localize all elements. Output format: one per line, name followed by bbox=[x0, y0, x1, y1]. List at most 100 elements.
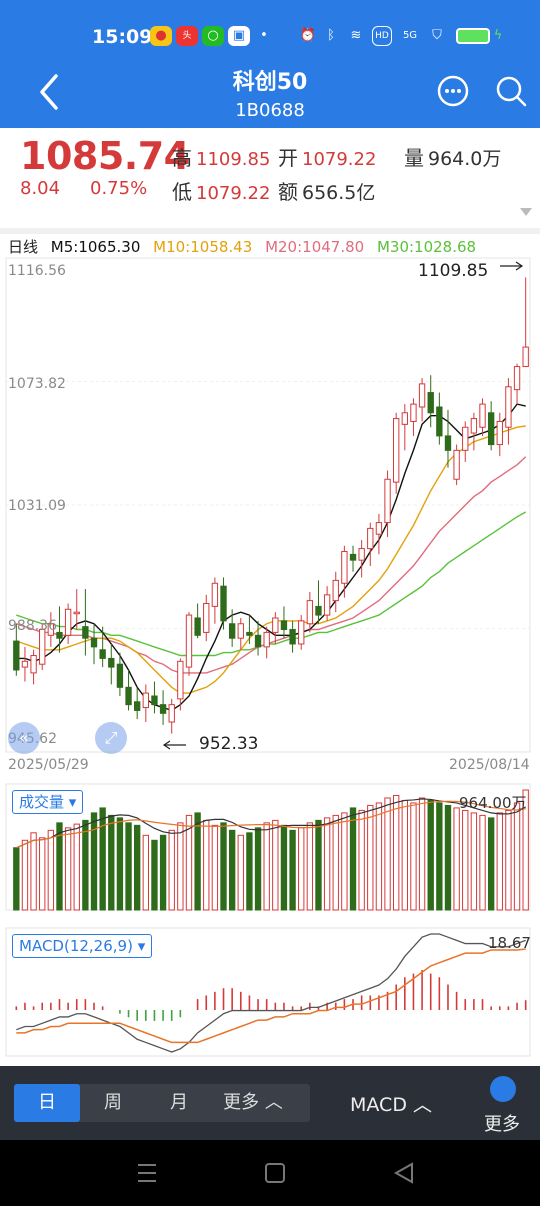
high-field: 高 1109.85 bbox=[172, 142, 270, 171]
chat-icon bbox=[437, 75, 469, 107]
more-periods-label: 更多 bbox=[223, 1092, 260, 1113]
candle-body bbox=[444, 435, 452, 451]
fullscreen-button[interactable]: ⤢ bbox=[95, 722, 127, 754]
macd-panel-frame bbox=[5, 927, 531, 1057]
signal-icon: 5G bbox=[402, 30, 418, 41]
open-label: 开 bbox=[278, 146, 298, 170]
candle-body bbox=[289, 629, 296, 645]
bottom-toolbar: 日 周 月 更多 ︿ MACD ︿ 更多 bbox=[0, 1066, 540, 1147]
candle-body bbox=[177, 660, 184, 700]
candle-body bbox=[427, 392, 434, 414]
volume-bar bbox=[134, 824, 141, 911]
ma30-label: M30:1028.68 bbox=[376, 238, 477, 256]
candle-body bbox=[522, 346, 529, 368]
volume-bar bbox=[522, 789, 529, 911]
stock-code: 1B0688 bbox=[235, 100, 305, 121]
candle-body bbox=[496, 420, 503, 446]
back-nav-icon[interactable] bbox=[393, 1162, 413, 1184]
volume-bar bbox=[280, 824, 288, 911]
expand-arrow-icon[interactable] bbox=[520, 208, 532, 216]
volume-bar bbox=[228, 829, 236, 911]
volume-bar bbox=[470, 812, 478, 911]
ma20-label: M20:1047.80 bbox=[265, 238, 365, 256]
volume-bar bbox=[272, 819, 279, 911]
max-arrow-head bbox=[515, 261, 524, 271]
status-bar: 15:09 ● 头 ○ ▣ • ⏰ ᛒ ≋ HD 5G ⛉ ϟ bbox=[0, 18, 540, 54]
indicator-label: MACD bbox=[350, 1094, 407, 1116]
indicator-tab[interactable]: MACD ︿ bbox=[350, 1090, 432, 1117]
volume-bar bbox=[220, 822, 227, 911]
candle-body bbox=[358, 548, 365, 561]
home-nav-icon[interactable] bbox=[265, 1163, 285, 1183]
volume-max-label: 964.00万 bbox=[459, 794, 527, 812]
candle-body bbox=[254, 634, 262, 648]
volume-bar bbox=[436, 802, 443, 911]
y-tick-label: 1073.82 bbox=[8, 376, 66, 392]
weibo-icon: ● bbox=[150, 26, 172, 46]
candle-body bbox=[142, 692, 149, 709]
volume-bar bbox=[367, 804, 374, 911]
candle-body bbox=[203, 603, 210, 633]
candle-body bbox=[73, 611, 80, 615]
volume-bar bbox=[56, 822, 63, 911]
low-label: 低 bbox=[172, 180, 192, 204]
wifi-icon: ≋ bbox=[350, 28, 362, 43]
volume-bar bbox=[177, 822, 184, 911]
volume-bar bbox=[427, 799, 434, 911]
volume-bar bbox=[151, 839, 158, 911]
candle-body bbox=[185, 614, 193, 668]
price-change-pct: 0.75% bbox=[90, 178, 148, 199]
tab-week[interactable]: 周 bbox=[104, 1092, 122, 1113]
tab-day[interactable]: 日 bbox=[14, 1084, 80, 1122]
macd-selector-label: MACD(12,26,9) bbox=[19, 937, 133, 955]
volume-bar bbox=[298, 827, 305, 911]
candle-body bbox=[39, 629, 46, 665]
system-nav-bar bbox=[0, 1140, 540, 1206]
macd-dea-line bbox=[16, 948, 526, 1044]
chat-button[interactable] bbox=[436, 74, 470, 108]
app2-icon: ▣ bbox=[228, 26, 250, 46]
volume-bar bbox=[462, 809, 469, 911]
chevron-up-icon: ︿ bbox=[264, 1092, 283, 1113]
volume-label: 量 bbox=[404, 146, 424, 170]
candle-body bbox=[462, 426, 469, 451]
candle-body bbox=[228, 623, 236, 639]
tab-more-periods[interactable]: 更多 ︿ bbox=[218, 1084, 288, 1122]
left-arrow-button[interactable]: « bbox=[8, 722, 40, 754]
volume-bar bbox=[21, 839, 29, 911]
candle-body bbox=[56, 631, 63, 639]
candle-body bbox=[487, 412, 495, 446]
volume-bar bbox=[289, 829, 296, 911]
candle-body bbox=[298, 620, 305, 645]
menu-nav-icon[interactable] bbox=[138, 1164, 156, 1182]
quote-panel: 1085.74 8.04 0.75% 高 1109.85 开 1079.22 量 96… bbox=[0, 128, 540, 228]
macd-indicator-select[interactable]: MACD(12,26,9) ▾ bbox=[12, 934, 153, 958]
volume-bar bbox=[401, 799, 408, 911]
search-button[interactable] bbox=[494, 74, 528, 108]
candle-body bbox=[237, 623, 244, 639]
kline-chart[interactable] bbox=[0, 0, 540, 1066]
more-icon[interactable] bbox=[490, 1076, 516, 1102]
volume-bar bbox=[159, 834, 167, 911]
volume-indicator-select[interactable]: 成交量 ▾ bbox=[12, 790, 84, 814]
candle-body bbox=[410, 403, 417, 422]
dropdown-icon: ▾ bbox=[68, 793, 77, 811]
page-title: 科创50 bbox=[232, 70, 308, 95]
candle-body bbox=[108, 657, 115, 668]
candle-body bbox=[315, 605, 322, 616]
candle-body bbox=[401, 412, 408, 425]
min-price-label: 952.33 bbox=[199, 734, 259, 754]
dropdown-icon: ▾ bbox=[137, 937, 146, 955]
candle-body bbox=[116, 663, 124, 688]
more-button[interactable]: 更多 bbox=[484, 1114, 520, 1135]
status-time: 15:09 bbox=[92, 26, 153, 48]
volume-bar bbox=[142, 834, 149, 911]
volume-bar bbox=[375, 802, 383, 911]
volume-bar bbox=[306, 822, 314, 911]
tab-month[interactable]: 月 bbox=[170, 1092, 188, 1113]
candle-body bbox=[367, 527, 374, 550]
back-button[interactable] bbox=[34, 72, 68, 112]
hd-icon: HD bbox=[372, 26, 392, 46]
period-label: 日线 bbox=[8, 238, 39, 256]
